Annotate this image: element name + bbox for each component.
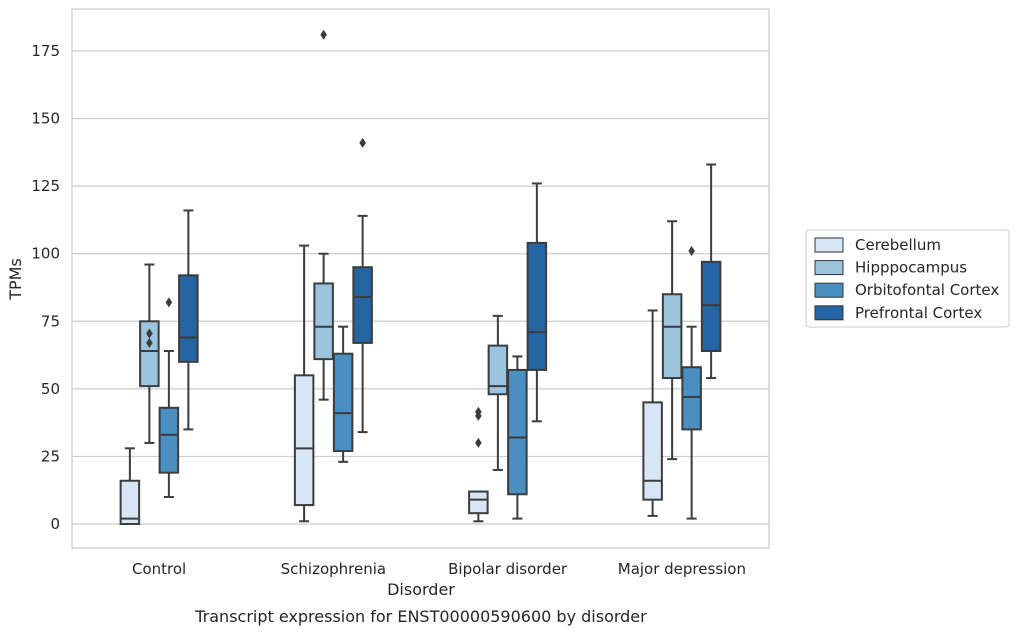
box-group (119, 447, 141, 525)
box-group (681, 246, 702, 520)
box (507, 368, 528, 496)
box (119, 479, 141, 525)
outlier-point (688, 246, 695, 257)
box (700, 260, 722, 353)
y-tick-label: 175 (31, 42, 60, 60)
legend-frame (805, 229, 1010, 328)
legend-swatch (814, 237, 844, 253)
y-tick-label: 150 (31, 110, 60, 128)
box (178, 274, 199, 363)
box-group (700, 163, 722, 380)
box (526, 241, 548, 371)
chart-caption: Transcript expression for ENST0000059060… (194, 607, 647, 626)
y-tick-labels: 0 25 50 75 100 125 150 175 (31, 42, 60, 533)
box (661, 293, 683, 380)
legend-swatch (814, 305, 844, 321)
box-group (526, 182, 548, 423)
box-group (352, 137, 373, 434)
outlier-point (320, 29, 327, 40)
box (139, 320, 160, 388)
box (158, 406, 180, 474)
outlier-point (475, 406, 482, 417)
box (352, 266, 373, 344)
y-tick-label: 50 (41, 380, 60, 398)
box-group (661, 220, 683, 461)
legend-swatch (814, 282, 844, 298)
x-tick-label: Major depression (618, 560, 746, 578)
y-tick-label: 25 (41, 447, 60, 465)
legend-label: Orbitofontal Cortex (855, 281, 999, 299)
y-tick-label: 0 (50, 515, 60, 533)
box-group (178, 209, 199, 431)
outlier-point (359, 137, 366, 148)
legend-label: Cerebellum (855, 236, 941, 254)
box-group (313, 29, 334, 401)
legend-label: Hipppocampus (855, 259, 967, 277)
outlier-point (165, 297, 173, 308)
x-tick-labels: Control Schizophrenia Bipolar disorder Majo… (132, 560, 746, 578)
box-group (293, 244, 315, 523)
x-axis-label: Disorder (387, 580, 455, 599)
y-tick-label: 125 (31, 177, 60, 195)
x-tick-label: Control (132, 560, 186, 578)
plot-frame (71, 8, 770, 549)
legend-label: Prefrontal Cortex (855, 304, 982, 322)
y-axis-label: TPMs (6, 258, 25, 301)
box (293, 374, 315, 507)
box (332, 352, 354, 453)
box (468, 490, 489, 515)
x-tick-label: Schizophrenia (281, 560, 386, 578)
outlier-point (475, 437, 482, 448)
outlier-point (146, 328, 153, 339)
box-group (139, 263, 160, 444)
legend-swatch (814, 260, 844, 276)
box-group (507, 355, 528, 520)
box (642, 401, 663, 501)
box-series (119, 29, 722, 525)
box-group (332, 325, 354, 463)
x-tick-label: Bipolar disorder (448, 560, 568, 578)
y-tick-label: 100 (31, 245, 60, 263)
box-group (468, 406, 489, 523)
y-tick-label: 75 (41, 312, 60, 330)
box-group (158, 297, 180, 498)
box (681, 366, 702, 431)
outlier-point (146, 337, 153, 348)
box-group (642, 309, 663, 517)
box (313, 282, 334, 361)
legend: Cerebellum Hipppocampus Orbitofontal Corte… (805, 229, 1010, 328)
